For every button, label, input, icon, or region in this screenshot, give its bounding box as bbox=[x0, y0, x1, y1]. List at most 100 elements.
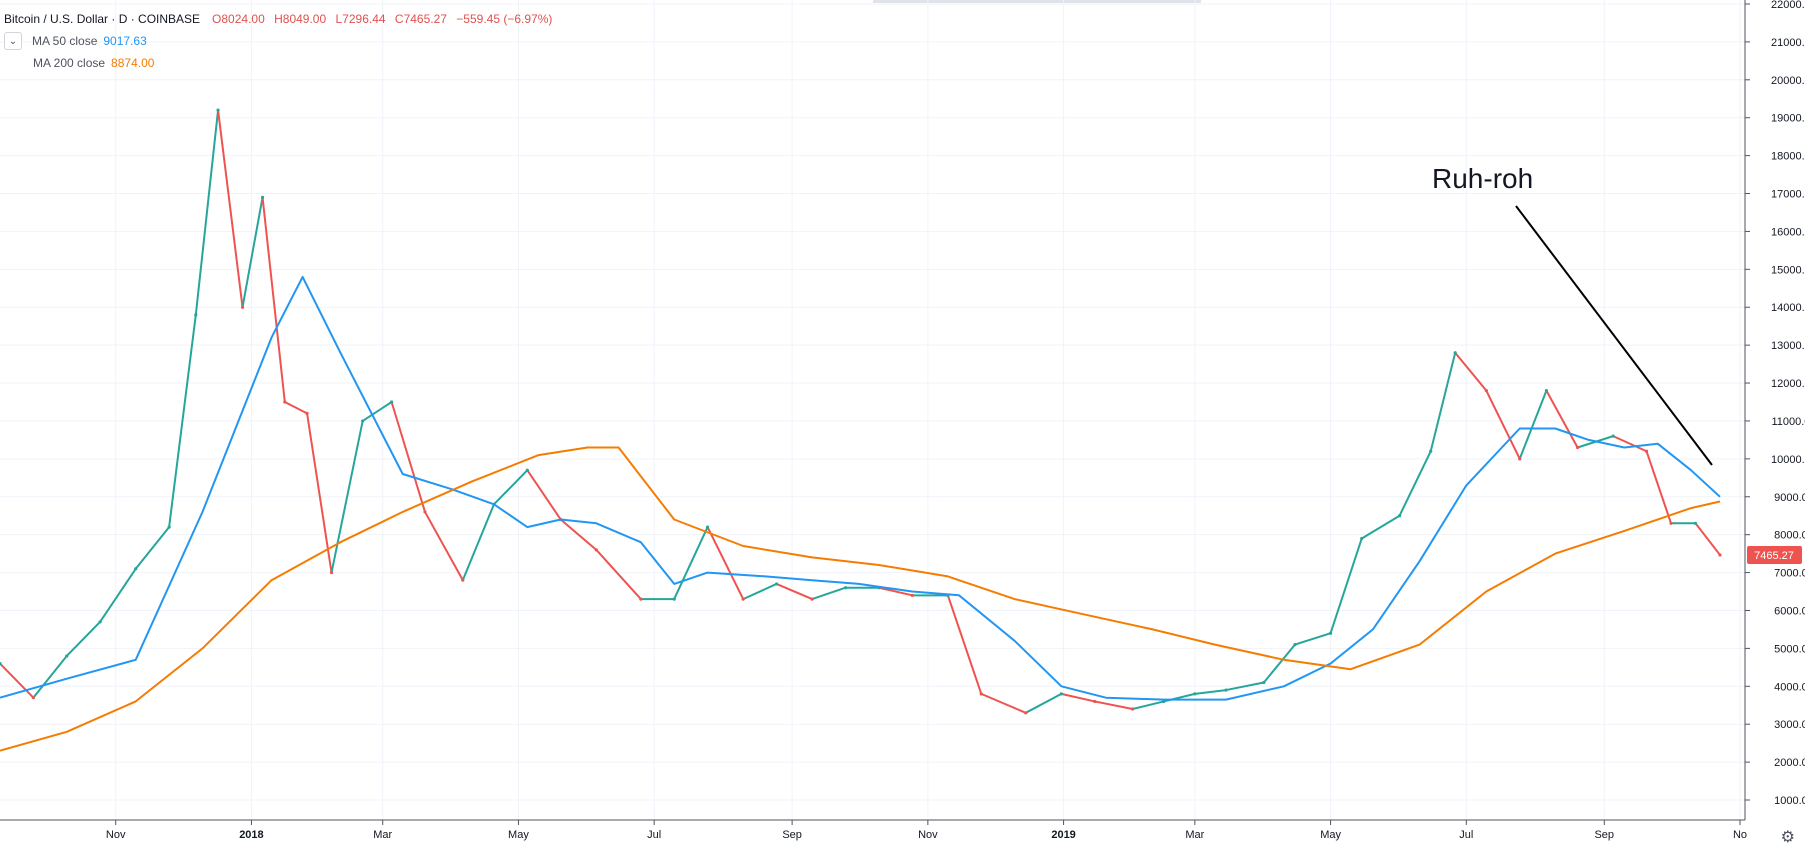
price-point bbox=[979, 692, 983, 696]
x-tick-label: No bbox=[1733, 829, 1747, 841]
price-point bbox=[329, 570, 334, 575]
y-tick-label: 15000.00 bbox=[1771, 264, 1805, 276]
price-point bbox=[1544, 389, 1549, 393]
x-tick-label: Sep bbox=[782, 829, 802, 841]
price-segment bbox=[1612, 435, 1648, 453]
price-point bbox=[1397, 514, 1402, 518]
gear-icon[interactable]: ⚙ bbox=[1780, 829, 1795, 846]
x-tick-label: May bbox=[1320, 829, 1341, 841]
legend-symbol-row: Bitcoin / U.S. Dollar · D · COINBASE O80… bbox=[4, 8, 558, 30]
y-tick-label: 13000.00 bbox=[1771, 340, 1805, 352]
price-point bbox=[1669, 521, 1673, 525]
price-segment bbox=[0, 662, 35, 699]
price-point bbox=[1162, 699, 1166, 704]
symbol-title[interactable]: Bitcoin / U.S. Dollar · D · COINBASE bbox=[4, 12, 201, 26]
price-point bbox=[525, 468, 529, 472]
annotation-text: Ruh-roh bbox=[1432, 163, 1533, 194]
price-point bbox=[1484, 389, 1488, 393]
price-point bbox=[1575, 445, 1580, 450]
high-value: H8049.00 bbox=[274, 12, 327, 26]
ma200-line bbox=[0, 446, 1721, 752]
price-segment bbox=[361, 401, 393, 422]
price-point bbox=[361, 419, 365, 423]
close-value: C7465.27 bbox=[394, 12, 447, 26]
price-segment bbox=[1293, 632, 1332, 646]
price-point bbox=[98, 620, 102, 624]
price-segment bbox=[706, 526, 745, 601]
price-point bbox=[594, 548, 598, 552]
chevron-down-icon[interactable]: ⌄ bbox=[4, 32, 22, 50]
price-point bbox=[639, 597, 643, 601]
price-point bbox=[1130, 707, 1135, 711]
price-segment bbox=[65, 620, 102, 657]
price-segment bbox=[811, 586, 847, 601]
y-tick-label: 14000.00 bbox=[1771, 302, 1805, 314]
price-point bbox=[65, 654, 69, 658]
y-tick-label: 6000.00 bbox=[1774, 605, 1805, 617]
price-segment bbox=[1093, 700, 1134, 711]
price-point bbox=[1193, 692, 1197, 696]
price-point bbox=[216, 108, 220, 112]
chart-grid bbox=[0, 0, 1745, 820]
price-point bbox=[0, 661, 2, 666]
y-tick-label: 18000.00 bbox=[1771, 151, 1805, 163]
price-segment bbox=[775, 582, 814, 601]
price-point bbox=[1644, 449, 1649, 453]
x-tick-label: 2019 bbox=[1051, 829, 1075, 841]
x-tick-label: Jul bbox=[647, 829, 661, 841]
last-price-badge bbox=[1747, 545, 1802, 564]
price-segment bbox=[423, 510, 464, 582]
price-point bbox=[1262, 680, 1266, 685]
price-segment bbox=[306, 412, 333, 574]
price-point bbox=[1059, 692, 1063, 696]
price-segment bbox=[241, 196, 264, 309]
price-point bbox=[167, 525, 171, 529]
price-segment bbox=[1545, 389, 1579, 449]
price-segment bbox=[1193, 689, 1228, 695]
legend-ma200-row[interactable]: MA 200 close 8874.00 bbox=[4, 52, 558, 74]
x-tick-label: Mar bbox=[373, 829, 392, 841]
price-point bbox=[843, 586, 848, 590]
price-point bbox=[1611, 434, 1615, 438]
price-point bbox=[423, 510, 427, 514]
y-tick-label: 4000.00 bbox=[1774, 681, 1805, 693]
legend-ma50-row[interactable]: ⌄ MA 50 close 9017.63 bbox=[4, 30, 558, 52]
price-segment bbox=[1454, 351, 1488, 392]
y-tick-label: 12000.00 bbox=[1771, 378, 1805, 390]
price-point bbox=[194, 313, 198, 317]
price-segment bbox=[1694, 522, 1721, 556]
y-tick-label: 22000.00 bbox=[1771, 0, 1805, 11]
annotation-line bbox=[1515, 205, 1713, 466]
y-tick-label: 7000.00 bbox=[1774, 568, 1805, 580]
y-tick-label: 3000.00 bbox=[1774, 719, 1805, 731]
price-segment bbox=[1262, 643, 1296, 684]
y-tick-label: 9000.00 bbox=[1774, 492, 1805, 504]
x-tick-label: May bbox=[508, 829, 529, 841]
ma200-value: 8874.00 bbox=[111, 56, 155, 70]
price-segment bbox=[1645, 450, 1673, 525]
price-segment bbox=[1360, 514, 1401, 540]
price-segment bbox=[217, 109, 244, 309]
x-tick-label: 2018 bbox=[239, 829, 263, 841]
price-point bbox=[240, 305, 245, 309]
price-point bbox=[1518, 457, 1522, 461]
y-tick-label: 17000.00 bbox=[1771, 189, 1805, 201]
price-segment bbox=[946, 594, 983, 695]
y-tick-label: 2000.00 bbox=[1774, 757, 1805, 769]
price-segment bbox=[283, 401, 309, 415]
x-tick-label: Sep bbox=[1594, 829, 1614, 841]
price-point bbox=[741, 597, 745, 601]
last-price-label: 7465.27 bbox=[1754, 550, 1794, 562]
y-tick-label: 11000.00 bbox=[1771, 416, 1805, 428]
price-point bbox=[305, 411, 309, 415]
price-segment bbox=[134, 526, 171, 570]
y-tick-label: 16000.00 bbox=[1771, 226, 1805, 238]
low-value: L7296.44 bbox=[335, 12, 386, 26]
y-tick-label: 5000.00 bbox=[1774, 643, 1805, 655]
price-segment bbox=[1398, 450, 1432, 517]
y-tick-label: 8000.00 bbox=[1774, 530, 1805, 542]
price-segment bbox=[32, 654, 68, 699]
price-point bbox=[672, 597, 676, 601]
y-tick-label: 21000.00 bbox=[1771, 37, 1805, 49]
